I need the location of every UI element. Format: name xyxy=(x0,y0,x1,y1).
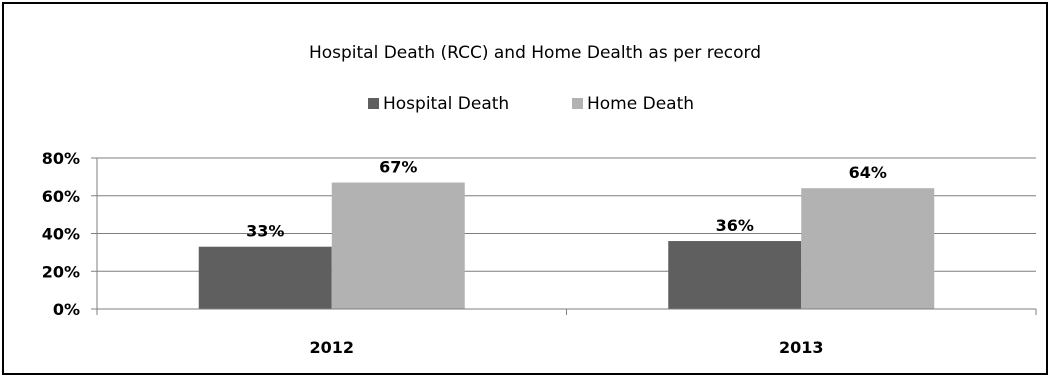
legend-label-home-death: Home Death xyxy=(587,94,694,114)
data-label: 36% xyxy=(716,216,754,235)
bar-hospital-death-2013 xyxy=(668,241,802,309)
bar-home-death-2012 xyxy=(331,182,465,309)
legend: Hospital Death Home Death xyxy=(368,94,694,114)
y-axis-ticks: 0% 20% 40% 60% 80% xyxy=(42,149,97,319)
bar-hospital-death-2012 xyxy=(198,246,332,309)
data-label: 64% xyxy=(849,163,887,182)
data-labels: 33% 67% 36% 64% xyxy=(246,158,887,241)
y-tick-label: 20% xyxy=(42,262,80,281)
y-tick-label: 0% xyxy=(53,300,80,319)
bar-home-death-2013 xyxy=(801,188,935,309)
legend-swatch-hospital-death xyxy=(368,98,379,109)
y-tick-label: 60% xyxy=(42,187,80,206)
bars xyxy=(198,182,935,309)
legend-label-hospital-death: Hospital Death xyxy=(383,94,509,114)
x-tick-label: 2013 xyxy=(779,338,824,357)
y-tick-label: 40% xyxy=(42,225,80,244)
legend-swatch-home-death xyxy=(572,98,583,109)
y-tick-label: 80% xyxy=(42,149,80,168)
x-tick-label: 2012 xyxy=(309,338,354,357)
data-label: 33% xyxy=(246,222,284,241)
chart-title: Hospital Death (RCC) and Home Dealth as … xyxy=(309,43,761,63)
x-axis: 2012 2013 xyxy=(96,158,1037,357)
data-label: 67% xyxy=(379,158,417,177)
